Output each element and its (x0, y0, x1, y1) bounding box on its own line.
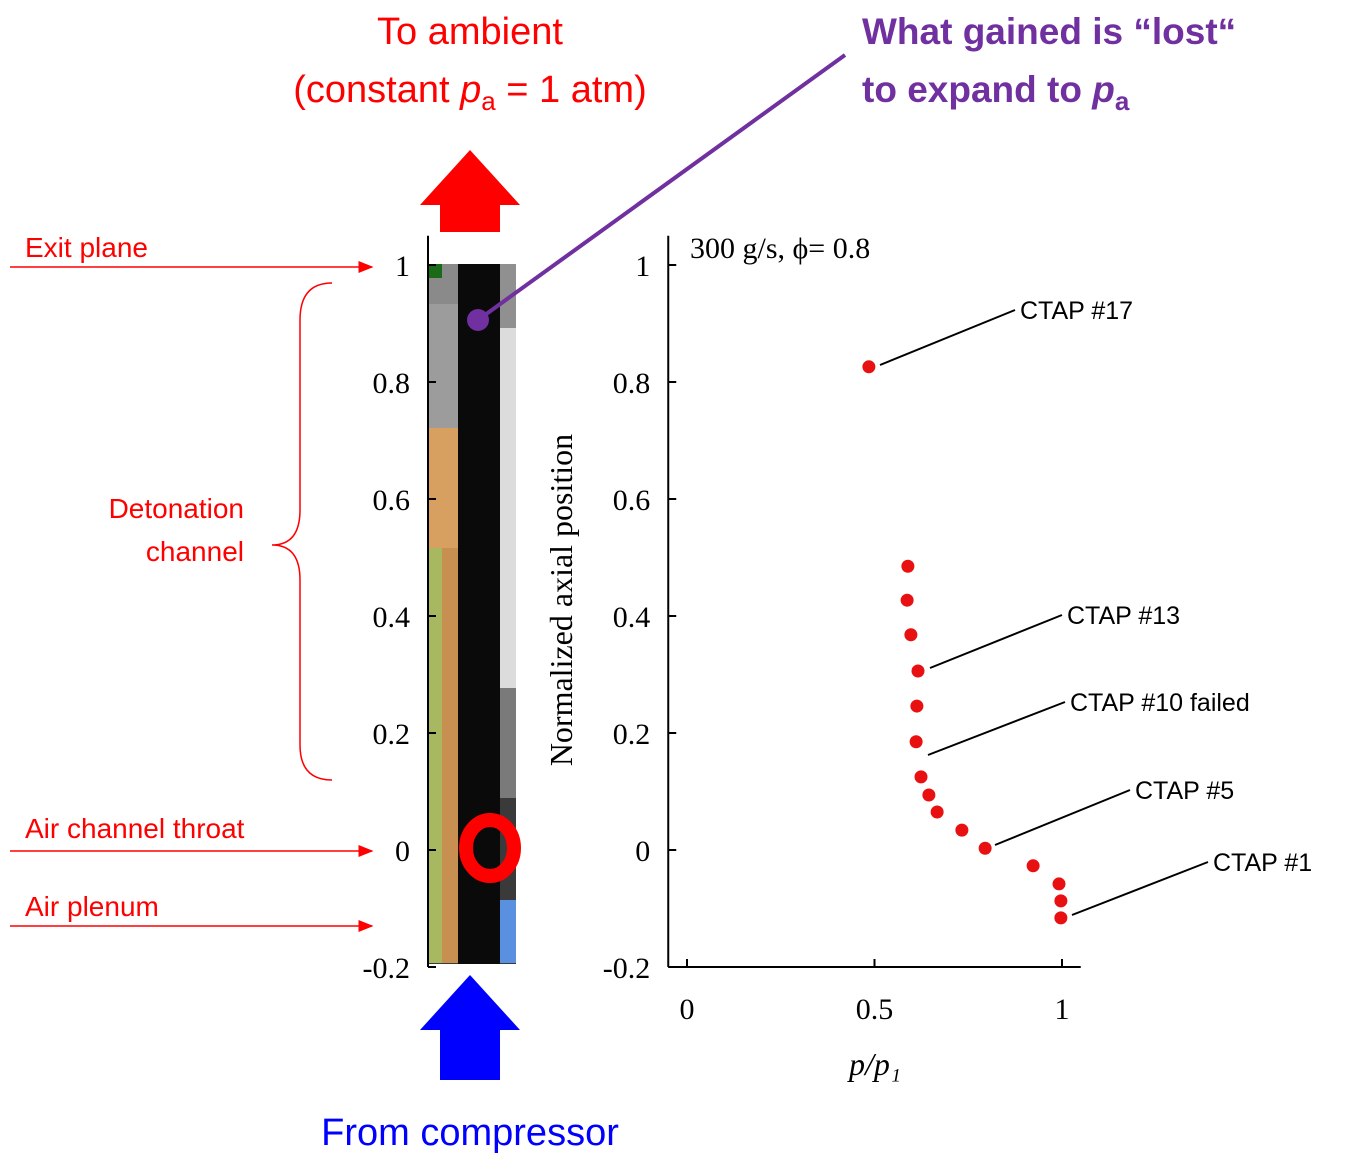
data-point (1026, 859, 1040, 873)
annotation-line (1071, 861, 1209, 916)
y-tick-label: 1 (395, 250, 410, 283)
annotation-line (929, 614, 1063, 669)
strip-label: channel (146, 536, 244, 567)
data-point (904, 628, 918, 642)
y-tick-label: 0.2 (373, 718, 411, 751)
note-part: to expand to (862, 69, 1092, 110)
bottom-caption: From compressor (321, 1112, 619, 1154)
y-tick-label: -0.2 (363, 952, 411, 985)
data-point (1052, 877, 1066, 891)
flow-arrow (420, 150, 520, 232)
note-part: a (1115, 86, 1130, 116)
annotation: CTAP #5 (1135, 777, 1234, 805)
y-tick-label: 0.2 (613, 718, 651, 751)
data-point (900, 593, 914, 607)
caption-part: p (459, 69, 481, 111)
data-point (909, 735, 923, 749)
strip-label: Detonation (109, 493, 244, 524)
data-point (862, 360, 876, 374)
y-tick-label: 0 (395, 835, 410, 868)
annotation-line (994, 789, 1131, 846)
data-point (955, 823, 969, 837)
data-point (901, 559, 915, 573)
data-point (1054, 894, 1068, 908)
y-tick-label: 0.6 (613, 484, 651, 517)
annotation: CTAP #17 (1020, 297, 1133, 325)
caption-part: = 1 atm) (496, 69, 647, 111)
note: What gained is “lost“ (862, 11, 1236, 52)
brace (271, 282, 333, 781)
data-point (911, 664, 925, 678)
data-point (922, 788, 936, 802)
data-point (978, 841, 992, 855)
note-pointer (476, 53, 847, 322)
y-tick-label: -0.2 (603, 952, 651, 985)
annotation: CTAP #1 (1213, 849, 1312, 877)
annotation-line (927, 701, 1066, 756)
annotation-line (879, 309, 1016, 366)
y-tick-label: 0.8 (373, 367, 411, 400)
x-axis-label: p/p₁ (847, 1046, 901, 1082)
data-point (1054, 911, 1068, 925)
data-point (910, 699, 924, 713)
annotation: CTAP #10 failed (1070, 689, 1250, 717)
y-tick-label: 0.4 (613, 601, 651, 634)
x-tick-label: 1 (1055, 993, 1070, 1026)
top-caption: To ambient (377, 11, 563, 53)
y-tick-label: 0.4 (373, 601, 411, 634)
strip-label: Exit plane (25, 232, 148, 263)
note-dot (467, 309, 489, 331)
y-tick-label: 0.8 (613, 367, 651, 400)
flow-arrow (420, 975, 520, 1080)
x-tick-label: 0 (680, 993, 695, 1026)
strip-label: Air channel throat (25, 813, 245, 844)
y-tick-label: 0.6 (373, 484, 411, 517)
y-tick-label: 1 (635, 250, 650, 283)
strip-label: Air plenum (25, 891, 159, 922)
note-part: p (1091, 69, 1115, 110)
caption-part: (constant (293, 69, 460, 111)
image-strip (428, 264, 521, 964)
note: to expand to pa (862, 69, 1130, 116)
data-point (930, 805, 944, 819)
annotation: CTAP #13 (1067, 602, 1180, 630)
data-point (914, 770, 928, 784)
x-tick-label: 0.5 (856, 993, 894, 1026)
chart-title: 300 g/s, ϕ= 0.8 (690, 232, 870, 265)
caption-part: a (481, 86, 496, 116)
y-axis-label: Normalized axial position (543, 434, 579, 766)
y-tick-label: 0 (635, 835, 650, 868)
top-caption: (constant pa = 1 atm) (293, 69, 646, 116)
